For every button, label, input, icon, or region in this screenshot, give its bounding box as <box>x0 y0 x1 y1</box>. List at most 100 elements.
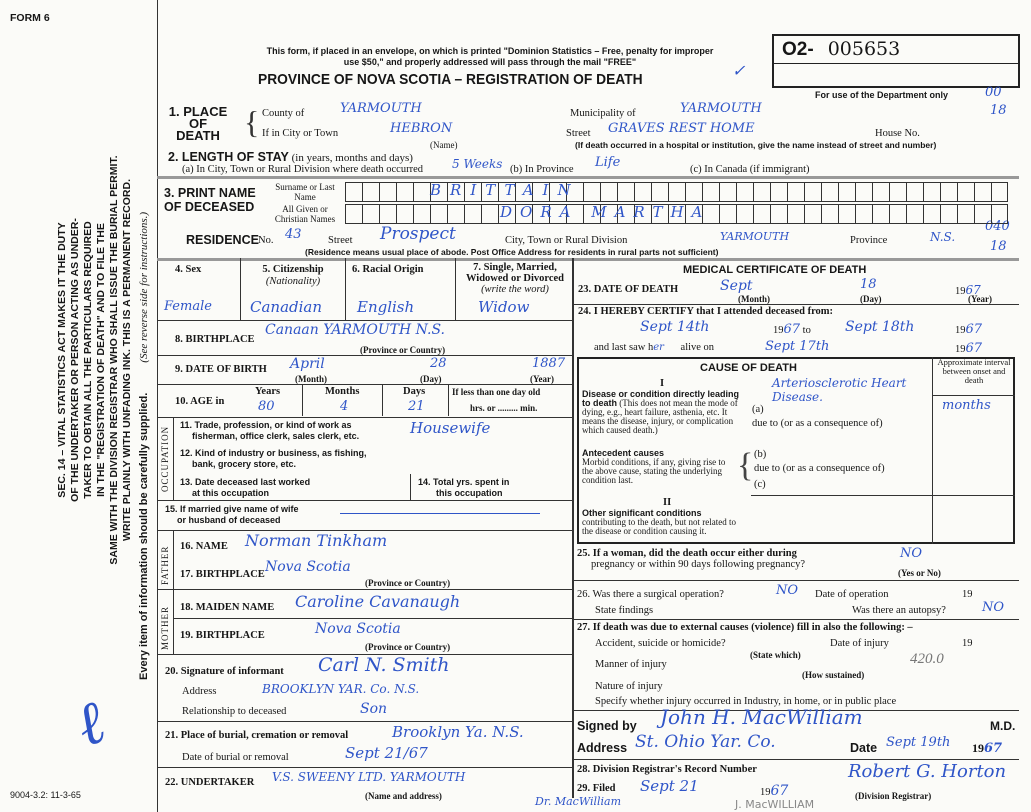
notice-line: WRITE PLAINLY WITH UNFADING INK. THIS IS… <box>121 178 133 542</box>
marital-value[interactable]: Widow <box>478 298 530 316</box>
specify-label: Specify whether injury occurred in Indus… <box>595 696 897 707</box>
century: 19 <box>962 638 973 649</box>
municipality-value[interactable]: YARMOUTH <box>680 101 762 116</box>
q17-label: 17. BIRTHPLACE <box>180 569 265 580</box>
city-value[interactable]: HEBRON <box>390 121 453 136</box>
county-value[interactable]: YARMOUTH <box>340 101 422 116</box>
burial-place[interactable]: Brooklyn Ya. N.S. <box>392 723 524 741</box>
bottom-stamp: J. MacWILLIAM <box>735 798 815 811</box>
age-years[interactable]: 80 <box>258 399 275 414</box>
sex-value[interactable]: Female <box>164 299 212 314</box>
mail-notice-1: This form, if placed in an envelope, on … <box>266 46 714 56</box>
sign-year[interactable]: 67 <box>984 741 1003 756</box>
autopsy-label: Was there an autopsy? <box>852 605 946 616</box>
q16-label: 16. NAME <box>180 541 228 552</box>
surname-value[interactable]: BRITTAIN <box>430 181 580 199</box>
part-1: I <box>660 378 665 389</box>
every-item-note: Every item of information should be care… <box>138 211 150 680</box>
prov-country-note: (Province or Country) <box>365 642 451 652</box>
day-note: (Day) <box>420 374 442 384</box>
q26-answer[interactable]: NO <box>776 583 799 598</box>
alive-date[interactable]: Sept 17th <box>765 339 830 354</box>
century: 19 <box>962 589 973 600</box>
dob-month[interactable]: April <box>290 356 325 372</box>
age-days[interactable]: 21 <box>408 399 425 414</box>
dob-year[interactable]: 1887 <box>532 356 566 371</box>
place-of-death-label: 1. PLACE OF DEATH <box>168 104 228 143</box>
attended-from[interactable]: Sept 14th <box>640 319 710 335</box>
brace: { <box>244 104 260 140</box>
stay-province-value[interactable]: Life <box>595 155 621 170</box>
from-year[interactable]: 67 <box>783 322 801 337</box>
years-label: Years <box>255 386 281 397</box>
res-province-label: Province <box>850 235 888 246</box>
q29-label: 29. Filed <box>577 783 616 794</box>
cause-title: CAUSE OF DEATH <box>700 362 797 374</box>
last-saw-fill[interactable]: er <box>653 342 664 353</box>
father-birthplace[interactable]: Nova Scotia <box>265 559 351 575</box>
given-value[interactable]: DORA MARTHA <box>500 203 711 221</box>
mother-birthplace[interactable]: Nova Scotia <box>315 621 401 637</box>
citizenship-value[interactable]: Canadian <box>250 298 323 316</box>
death-year[interactable]: 67 <box>965 283 981 297</box>
alive-year[interactable]: 67 <box>965 341 983 356</box>
q25-answer[interactable]: NO <box>900 546 923 561</box>
municipality-label: Municipality of <box>570 108 636 119</box>
relationship-value[interactable]: Son <box>360 701 388 717</box>
res-province-value[interactable]: N.S. <box>930 230 956 244</box>
informant-signature[interactable]: Carl N. Smith <box>318 654 450 676</box>
father-name[interactable]: Norman Tinkham <box>245 531 388 550</box>
trade-value[interactable]: Housewife <box>410 419 491 437</box>
physician-signature[interactable]: John H. MacWilliam <box>660 705 863 729</box>
antecedent-label: Antecedent causes Morbid conditions, if a… <box>582 448 726 485</box>
stay-canada-label: (c) In Canada (if immigrant) <box>690 164 810 175</box>
city-label: If in City or Town <box>262 128 339 139</box>
q11-label-2: fisherman, office clerk, sales clerk, et… <box>192 431 360 441</box>
cause-a-value[interactable]: Arteriosclerotic Heart Disease. <box>772 376 907 404</box>
informant-address[interactable]: BROOKLYN YAR. Co. N.S. <box>262 682 420 696</box>
mail-notice-2: use $50," and properly addressed will pa… <box>343 57 637 67</box>
burial-date[interactable]: Sept 21/67 <box>345 744 428 762</box>
street-value[interactable]: GRAVES REST HOME <box>608 121 755 136</box>
sign-date[interactable]: Sept 19th <box>886 735 951 750</box>
informant-address-label: Address <box>182 686 217 697</box>
stay-province-label: (b) In Province <box>510 164 574 175</box>
cause-a-interval[interactable]: months <box>942 398 991 413</box>
filed-year[interactable]: 67 <box>770 783 789 799</box>
street-label: Street <box>566 128 591 139</box>
racial-value[interactable]: English <box>357 298 415 316</box>
filed-date[interactable]: Sept 21 <box>640 777 699 795</box>
bottom-note: Dr. MacWilliam <box>535 795 622 808</box>
birthplace-label: 8. BIRTHPLACE <box>175 334 255 345</box>
margin-code: 18 <box>990 103 1007 118</box>
due-to-label: due to (or as a consequence of) <box>754 463 885 474</box>
cause-a-label: (a) <box>752 404 764 415</box>
given-label: All Given or Christian Names <box>274 204 336 224</box>
autopsy-answer[interactable]: NO <box>982 600 1005 615</box>
to-year[interactable]: 67 <box>965 322 983 337</box>
res-no-value[interactable]: 43 <box>285 227 302 242</box>
q18-label: 18. MAIDEN NAME <box>180 602 275 613</box>
physician-address-label: Address <box>577 741 628 755</box>
other-conditions-label: Other significant conditions contributing… <box>582 508 736 536</box>
manner-label: Manner of injury <box>595 659 667 670</box>
age-months[interactable]: 4 <box>340 399 349 414</box>
citizenship-note: (Nationality) <box>265 276 321 287</box>
q12-label-2: bank, grocery store, etc. <box>192 459 297 469</box>
registrar-signature[interactable]: Robert G. Horton <box>848 761 1007 782</box>
death-month[interactable]: Sept <box>720 278 753 294</box>
registration-number-box: O2- 005653 <box>772 34 1020 88</box>
res-street-value[interactable]: Prospect <box>380 224 456 244</box>
dob-day[interactable]: 28 <box>430 356 447 371</box>
death-day[interactable]: 18 <box>860 277 877 292</box>
res-city-value[interactable]: YARMOUTH <box>720 230 790 243</box>
birthplace-value[interactable]: Canaan YARMOUTH N.S. <box>265 322 445 338</box>
margin-scribble: ℓ <box>66 686 115 762</box>
physician-address[interactable]: St. Ohio Yar. Co. <box>635 732 776 752</box>
attended-to[interactable]: Sept 18th <box>845 319 915 335</box>
mother-name[interactable]: Caroline Cavanaugh <box>295 592 461 611</box>
res-city-label: City, Town or Rural Division <box>505 235 628 246</box>
q12-label: 12. Kind of industry or business, as fis… <box>180 448 367 458</box>
stay-city-value[interactable]: 5 Weeks <box>452 157 503 171</box>
undertaker-value[interactable]: V.S. SWEENY LTD. YARMOUTH <box>272 770 466 784</box>
